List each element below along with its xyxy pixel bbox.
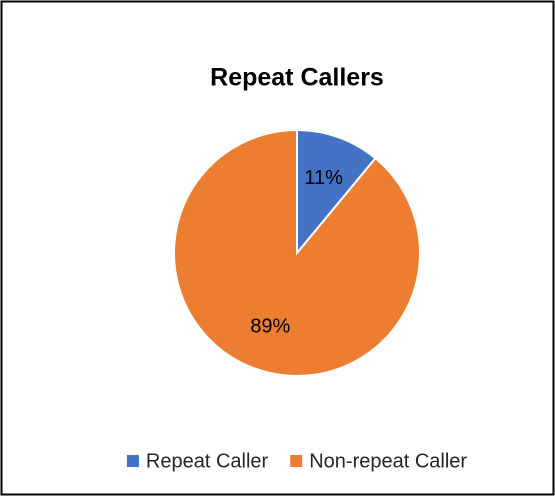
legend-label: Non-repeat Caller <box>309 450 467 472</box>
data-label: 89% <box>250 315 290 337</box>
pie-slice <box>173 128 421 377</box>
data-label: 11% <box>304 167 343 189</box>
legend-swatch <box>126 455 139 467</box>
legend-swatch <box>290 455 303 467</box>
chart-title: Repeat Callers <box>210 64 384 92</box>
legend-label: Repeat Caller <box>146 450 269 472</box>
pie-slice <box>296 128 377 256</box>
